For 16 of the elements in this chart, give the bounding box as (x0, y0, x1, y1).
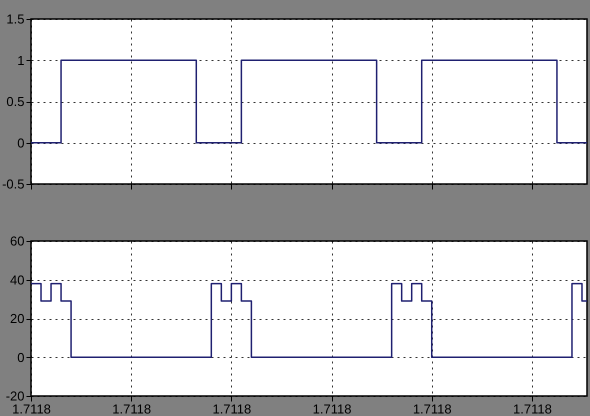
y-tick-label: 60 (10, 234, 24, 248)
y-tick-label: -0.5 (2, 176, 24, 192)
y-tick-label: 0 (17, 135, 24, 150)
y-tick-label: -20 (6, 388, 24, 404)
x-tick-label: 1.7118 (12, 402, 51, 416)
y-tick-label: 0 (17, 350, 24, 365)
x-tick-label: 1.7118 (212, 402, 252, 416)
x-tick-label: 1.7118 (513, 402, 552, 416)
y-tick-label: 0.5 (6, 94, 24, 109)
x-tick-label: 1.7118 (312, 402, 352, 416)
x-tick-label: 1.7118 (412, 402, 452, 416)
y-tick-label: 40 (10, 272, 24, 288)
y-tick-label: 1.5 (6, 12, 24, 26)
y-tick-label: 1 (17, 52, 24, 68)
y-tick-label: 20 (10, 311, 24, 326)
x-tick-label: 1.7118 (112, 402, 152, 416)
